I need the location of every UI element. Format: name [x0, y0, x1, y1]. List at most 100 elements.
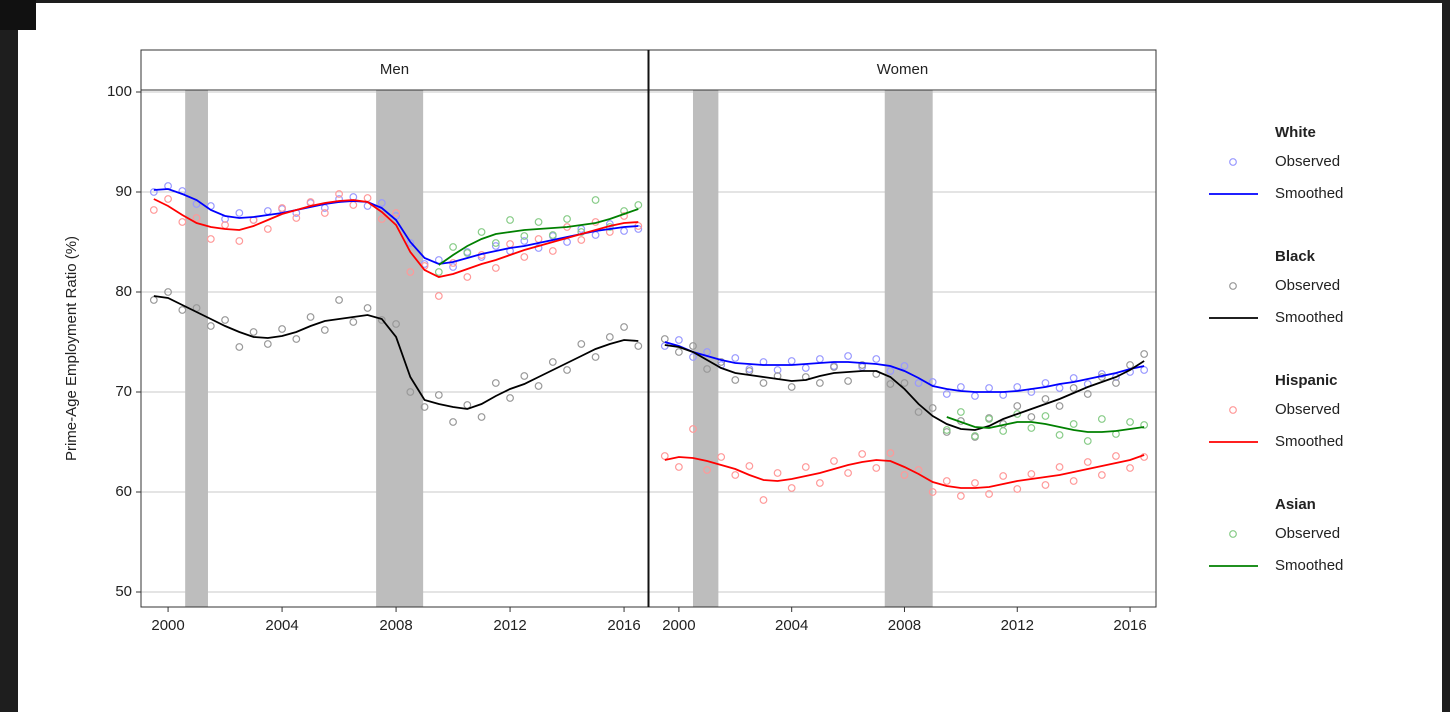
- y-tick-label: 90: [115, 183, 132, 200]
- observed-point: [1140, 350, 1149, 358]
- legend-marker: [1229, 282, 1237, 290]
- observed-point: [335, 190, 343, 198]
- observed-point: [830, 363, 838, 371]
- observed-point: [534, 218, 543, 226]
- observed-point: [689, 353, 697, 361]
- observed-point: [872, 464, 881, 472]
- observed-point: [463, 273, 472, 281]
- observed-point: [563, 215, 571, 223]
- observed-point: [634, 342, 643, 350]
- observed-point: [406, 268, 415, 276]
- y-tick-label: 80: [115, 283, 132, 300]
- observed-point: [830, 457, 838, 465]
- observed-point: [674, 336, 683, 344]
- panel-title: Women: [877, 61, 928, 78]
- observed-point: [164, 195, 172, 203]
- observed-point: [999, 427, 1008, 435]
- observed-point: [942, 426, 951, 434]
- observed-point: [520, 372, 529, 380]
- observed-point: [731, 354, 740, 362]
- observed-point: [886, 367, 895, 375]
- observed-point: [392, 209, 400, 217]
- observed-point: [420, 403, 429, 411]
- observed-point: [956, 408, 965, 416]
- legend-title: Asian: [1275, 496, 1316, 513]
- x-tick-label: 2016: [607, 617, 640, 634]
- observed-point: [999, 472, 1008, 480]
- observed-point: [971, 432, 979, 440]
- observed-point: [406, 388, 415, 396]
- canvas: [18, 3, 1442, 712]
- legend-marker: [1229, 158, 1237, 166]
- observed-point: [149, 206, 158, 214]
- observed-point: [149, 188, 158, 196]
- smoothed-line: [438, 208, 639, 266]
- legend-label: Observed: [1275, 525, 1340, 542]
- observed-point: [434, 292, 443, 300]
- observed-point: [1041, 481, 1050, 489]
- observed-point: [392, 320, 400, 328]
- observed-point: [928, 488, 937, 496]
- observed-point: [1041, 412, 1050, 420]
- observed-point: [449, 243, 457, 251]
- observed-point: [1140, 421, 1149, 429]
- observed-point: [605, 220, 614, 228]
- observed-point: [463, 249, 472, 257]
- observed-point: [1027, 470, 1036, 478]
- observed-point: [1055, 402, 1064, 410]
- x-tick-label: 2004: [265, 617, 298, 634]
- observed-point: [773, 366, 782, 374]
- observed-point: [1013, 485, 1022, 493]
- observed-point: [520, 232, 529, 240]
- x-tick-label: 2000: [662, 617, 695, 634]
- observed-point: [577, 236, 586, 244]
- legend-label: Observed: [1275, 401, 1340, 418]
- observed-point: [1112, 379, 1120, 387]
- recession-band: [884, 90, 933, 607]
- observed-point: [434, 268, 443, 276]
- smoothed-line: [946, 416, 1145, 433]
- observed-point: [520, 253, 529, 261]
- y-tick-label: 50: [115, 583, 132, 600]
- observed-point: [717, 358, 726, 366]
- observed-point: [1013, 410, 1022, 418]
- legend-title: Black: [1275, 248, 1316, 265]
- observed-point: [985, 415, 993, 423]
- observed-point: [674, 348, 683, 356]
- x-tick-label: 2004: [775, 617, 808, 634]
- observed-point: [1069, 384, 1078, 392]
- observed-point: [506, 216, 514, 224]
- observed-point: [674, 463, 683, 471]
- observed-point: [1083, 390, 1092, 398]
- observed-point: [620, 323, 628, 331]
- legend-label: Smoothed: [1275, 433, 1343, 450]
- legend-title: White: [1275, 124, 1316, 141]
- observed-point: [985, 490, 993, 498]
- observed-point: [449, 418, 457, 426]
- observed-point: [928, 404, 937, 412]
- smoothed-line: [153, 295, 639, 410]
- observed-point: [278, 204, 286, 212]
- observed-point: [1013, 402, 1022, 410]
- observed-point: [703, 466, 711, 474]
- observed-point: [1069, 477, 1078, 485]
- observed-point: [178, 306, 187, 314]
- observed-point: [1069, 420, 1078, 428]
- observed-point: [942, 477, 951, 485]
- observed-point: [900, 379, 909, 387]
- observed-point: [634, 225, 643, 233]
- panel-title: Men: [380, 61, 409, 78]
- observed-point: [844, 469, 852, 477]
- legend-label: Observed: [1275, 153, 1340, 170]
- observed-point: [1097, 370, 1106, 378]
- recession-band: [185, 90, 208, 607]
- smoothed-line: [153, 198, 639, 278]
- observed-point: [577, 340, 586, 348]
- observed-point: [377, 199, 386, 207]
- observed-point: [731, 376, 740, 384]
- observed-point: [249, 328, 258, 336]
- observed-point: [759, 496, 768, 504]
- observed-point: [477, 228, 486, 236]
- observed-point: [449, 263, 457, 271]
